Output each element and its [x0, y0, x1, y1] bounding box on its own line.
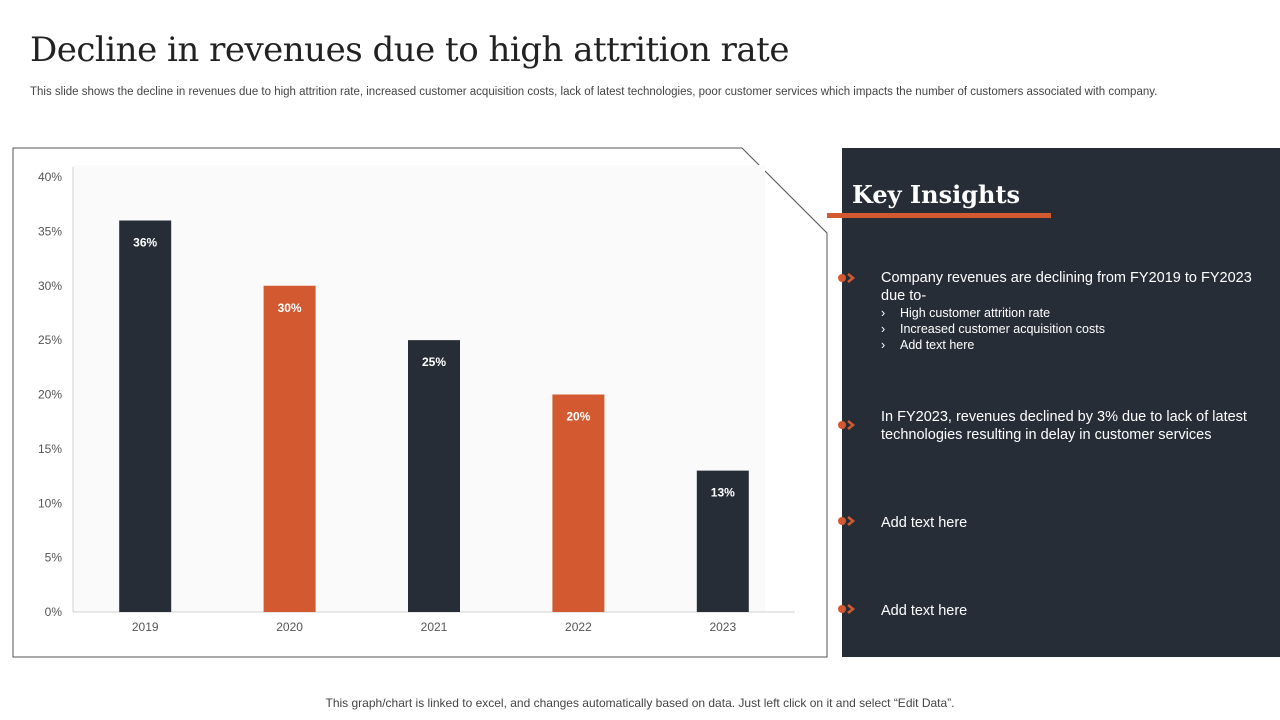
insight-subitem: Increased customer acquisition costs: [881, 321, 1261, 337]
key-insights-panel: [842, 148, 1280, 657]
bar-2023: [696, 470, 749, 612]
y-tick-label: 35%: [38, 224, 62, 238]
bullet-arrow-icon: [838, 516, 856, 526]
y-tick-label: 10%: [38, 496, 62, 510]
heading-underline: [827, 213, 1051, 218]
insight-item: Add text here: [881, 603, 968, 619]
bullet-arrow-icon: [838, 420, 856, 430]
page-title: Decline in revenues due to high attritio…: [30, 30, 789, 70]
bar-2022: [552, 394, 605, 612]
y-tick-label: 15%: [38, 442, 62, 456]
data-label: 25%: [422, 355, 446, 369]
x-tick-label: 2019: [132, 620, 159, 634]
insight-subitem: Add text here: [881, 337, 1261, 353]
y-tick-label: 5%: [45, 551, 63, 565]
key-insights-heading: Key Insights: [852, 180, 1021, 209]
bullet-arrow-icon: [838, 273, 856, 283]
insight-text: Company revenues are declining from FY20…: [881, 270, 1252, 304]
y-tick-label: 40%: [38, 170, 62, 184]
bar-2019: [119, 220, 172, 612]
y-tick-label: 0%: [45, 605, 63, 619]
page-subtitle: This slide shows the decline in revenues…: [30, 86, 1158, 98]
x-tick-label: 2022: [565, 620, 592, 634]
bar-2020: [263, 285, 316, 612]
insight-item: In FY2023, revenues declined by 3% due t…: [881, 409, 1247, 443]
data-label: 13%: [711, 486, 735, 500]
insight-item: Add text here: [881, 515, 968, 531]
data-label: 20%: [566, 410, 590, 424]
bullet-arrow-icon: [838, 604, 856, 614]
y-tick-label: 25%: [38, 333, 62, 347]
x-tick-label: 2023: [709, 620, 736, 634]
insight-subitem: High customer attrition rate: [881, 305, 1261, 321]
y-tick-label: 20%: [38, 388, 62, 402]
data-label: 36%: [133, 236, 157, 250]
x-tick-label: 2020: [276, 620, 303, 634]
data-label: 30%: [278, 301, 302, 315]
x-tick-label: 2021: [421, 620, 448, 634]
insight-item: Company revenues are declining from FY20…: [881, 269, 1261, 353]
footer-note: This graph/chart is linked to excel, and…: [325, 696, 955, 710]
bar-2021: [408, 340, 460, 612]
y-tick-label: 30%: [38, 279, 62, 293]
